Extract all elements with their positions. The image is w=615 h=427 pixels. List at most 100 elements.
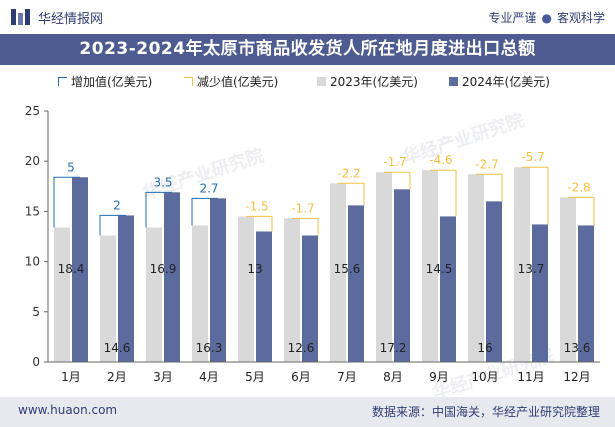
x-tick-label: 7月 bbox=[337, 370, 357, 384]
bar-2024 bbox=[72, 177, 88, 362]
bar-2023 bbox=[330, 183, 346, 362]
brand-logo-icon bbox=[11, 9, 30, 25]
x-tick-label: 1月 bbox=[61, 370, 81, 384]
bar-2023 bbox=[100, 235, 116, 362]
bar-2024 bbox=[440, 216, 456, 362]
x-tick-label: 12月 bbox=[563, 370, 590, 384]
bar-2024 bbox=[302, 235, 318, 362]
chart-title: 2023-2024年太原市商品收发货人所在地月度进出口总额 bbox=[0, 34, 615, 65]
increase-bracket bbox=[99, 214, 126, 236]
bar-2023 bbox=[192, 225, 208, 362]
increase-bracket bbox=[53, 176, 80, 228]
y-tick-label: 20 bbox=[25, 154, 40, 168]
x-tick-label: 10月 bbox=[471, 370, 498, 384]
decrease-label: -4.6 bbox=[429, 153, 452, 167]
bar-2023 bbox=[422, 170, 438, 362]
legend-label-2023: 2023年(亿美元) bbox=[330, 75, 418, 89]
y-tick-label: 0 bbox=[32, 355, 40, 369]
y-tick-label: 25 bbox=[25, 104, 40, 118]
legend-swatch-2023 bbox=[317, 77, 326, 86]
decrease-bracket bbox=[522, 166, 549, 225]
bar-2023 bbox=[376, 172, 392, 362]
decrease-label: -1.5 bbox=[245, 199, 268, 213]
x-tick-label: 5月 bbox=[245, 370, 265, 384]
bar-2024 bbox=[532, 224, 548, 362]
value-label-2024: 13 bbox=[247, 262, 262, 276]
decrease-label: -1.7 bbox=[383, 155, 406, 169]
decrease-label: -5.7 bbox=[521, 150, 544, 164]
bar-2024 bbox=[394, 189, 410, 362]
value-label-2024: 14.5 bbox=[426, 262, 453, 276]
slogan-separator: ● bbox=[541, 11, 552, 25]
y-tick-label: 15 bbox=[25, 204, 40, 218]
legend-item-increase: 增加值(亿美元) bbox=[58, 73, 152, 90]
decrease-bracket bbox=[430, 169, 457, 217]
bar-2024 bbox=[118, 215, 134, 362]
decrease-bracket bbox=[476, 173, 503, 202]
footer-source: 数据来源：中国海关，华经产业研究院整理 bbox=[371, 405, 600, 419]
legend-swatch-decrease bbox=[184, 77, 193, 86]
decrease-bracket bbox=[292, 217, 319, 236]
bar-2024 bbox=[348, 205, 364, 362]
bar-2023 bbox=[560, 197, 576, 362]
decrease-bracket bbox=[384, 171, 411, 190]
decrease-bracket bbox=[568, 196, 595, 226]
value-label-2024: 13.7 bbox=[518, 262, 545, 276]
value-label-2024: 15.6 bbox=[334, 262, 361, 276]
value-label-2024: 17.2 bbox=[380, 341, 407, 355]
bar-2023 bbox=[514, 167, 530, 362]
x-tick-label: 3月 bbox=[153, 370, 173, 384]
y-tick-label: 5 bbox=[32, 305, 40, 319]
increase-label: 2.7 bbox=[199, 181, 218, 195]
footer: www.huaon.com 数据来源：中国海关，华经产业研究院整理 bbox=[0, 397, 615, 427]
legend-item-decrease: 减少值(亿美元) bbox=[184, 73, 278, 90]
bar-2024 bbox=[210, 198, 226, 362]
decrease-label: -2.7 bbox=[475, 157, 498, 171]
x-tick-label: 8月 bbox=[383, 370, 403, 384]
bar-2024 bbox=[486, 201, 502, 362]
footer-url: www.huaon.com bbox=[18, 403, 118, 417]
decrease-label: -2.2 bbox=[337, 166, 360, 180]
legend-item-2024: 2024年(亿美元) bbox=[449, 73, 550, 90]
increase-label: 2 bbox=[113, 198, 121, 212]
value-label-2024: 12.6 bbox=[288, 341, 315, 355]
value-label-2024: 16 bbox=[477, 341, 492, 355]
bar-2023 bbox=[146, 227, 162, 362]
chart-legend: 增加值(亿美元) 减少值(亿美元) 2023年(亿美元) 2024年(亿美元) bbox=[0, 73, 615, 93]
slogan: 专业严谨 ● 客观科学 bbox=[488, 9, 605, 26]
slogan-left: 专业严谨 bbox=[488, 11, 537, 25]
decrease-label: -1.7 bbox=[291, 201, 314, 215]
legend-swatch-increase bbox=[58, 77, 67, 86]
increase-label: 3.5 bbox=[153, 175, 172, 189]
bar-2024 bbox=[256, 231, 272, 362]
slogan-right: 客观科学 bbox=[556, 11, 605, 25]
legend-label-increase: 增加值(亿美元) bbox=[71, 75, 153, 89]
value-label-2024: 16.3 bbox=[196, 341, 223, 355]
legend-label-decrease: 减少值(亿美元) bbox=[197, 75, 279, 89]
legend-label-2024: 2024年(亿美元) bbox=[462, 75, 550, 89]
bar-2023 bbox=[238, 216, 254, 362]
increase-bracket bbox=[145, 191, 172, 228]
x-tick-label: 9月 bbox=[429, 370, 449, 384]
bar-2024 bbox=[164, 192, 180, 362]
increase-bracket bbox=[191, 197, 218, 226]
y-tick-label: 10 bbox=[25, 255, 40, 269]
value-label-2024: 18.4 bbox=[58, 262, 85, 276]
value-label-2024: 13.6 bbox=[564, 341, 591, 355]
bar-2024 bbox=[578, 225, 594, 362]
bar-2023 bbox=[54, 227, 70, 362]
value-label-2024: 16.9 bbox=[150, 262, 177, 276]
bar-chart: 0 5 10 15 20 25 5 18.4 1月 2 14.6 2月 3.5 16.9 3月 2.7 16.3… bbox=[25, 104, 600, 384]
decrease-bracket bbox=[246, 215, 273, 232]
decrease-bracket bbox=[338, 182, 365, 206]
value-label-2024: 14.6 bbox=[104, 341, 131, 355]
legend-item-2023: 2023年(亿美元) bbox=[317, 73, 418, 90]
brand-name: 华经情报网 bbox=[38, 12, 104, 27]
legend-swatch-2024 bbox=[449, 77, 458, 86]
x-tick-label: 4月 bbox=[199, 370, 219, 384]
increase-label: 5 bbox=[67, 160, 75, 174]
x-tick-label: 11月 bbox=[517, 370, 544, 384]
bar-2023 bbox=[284, 218, 300, 362]
bar-2023 bbox=[468, 174, 484, 362]
